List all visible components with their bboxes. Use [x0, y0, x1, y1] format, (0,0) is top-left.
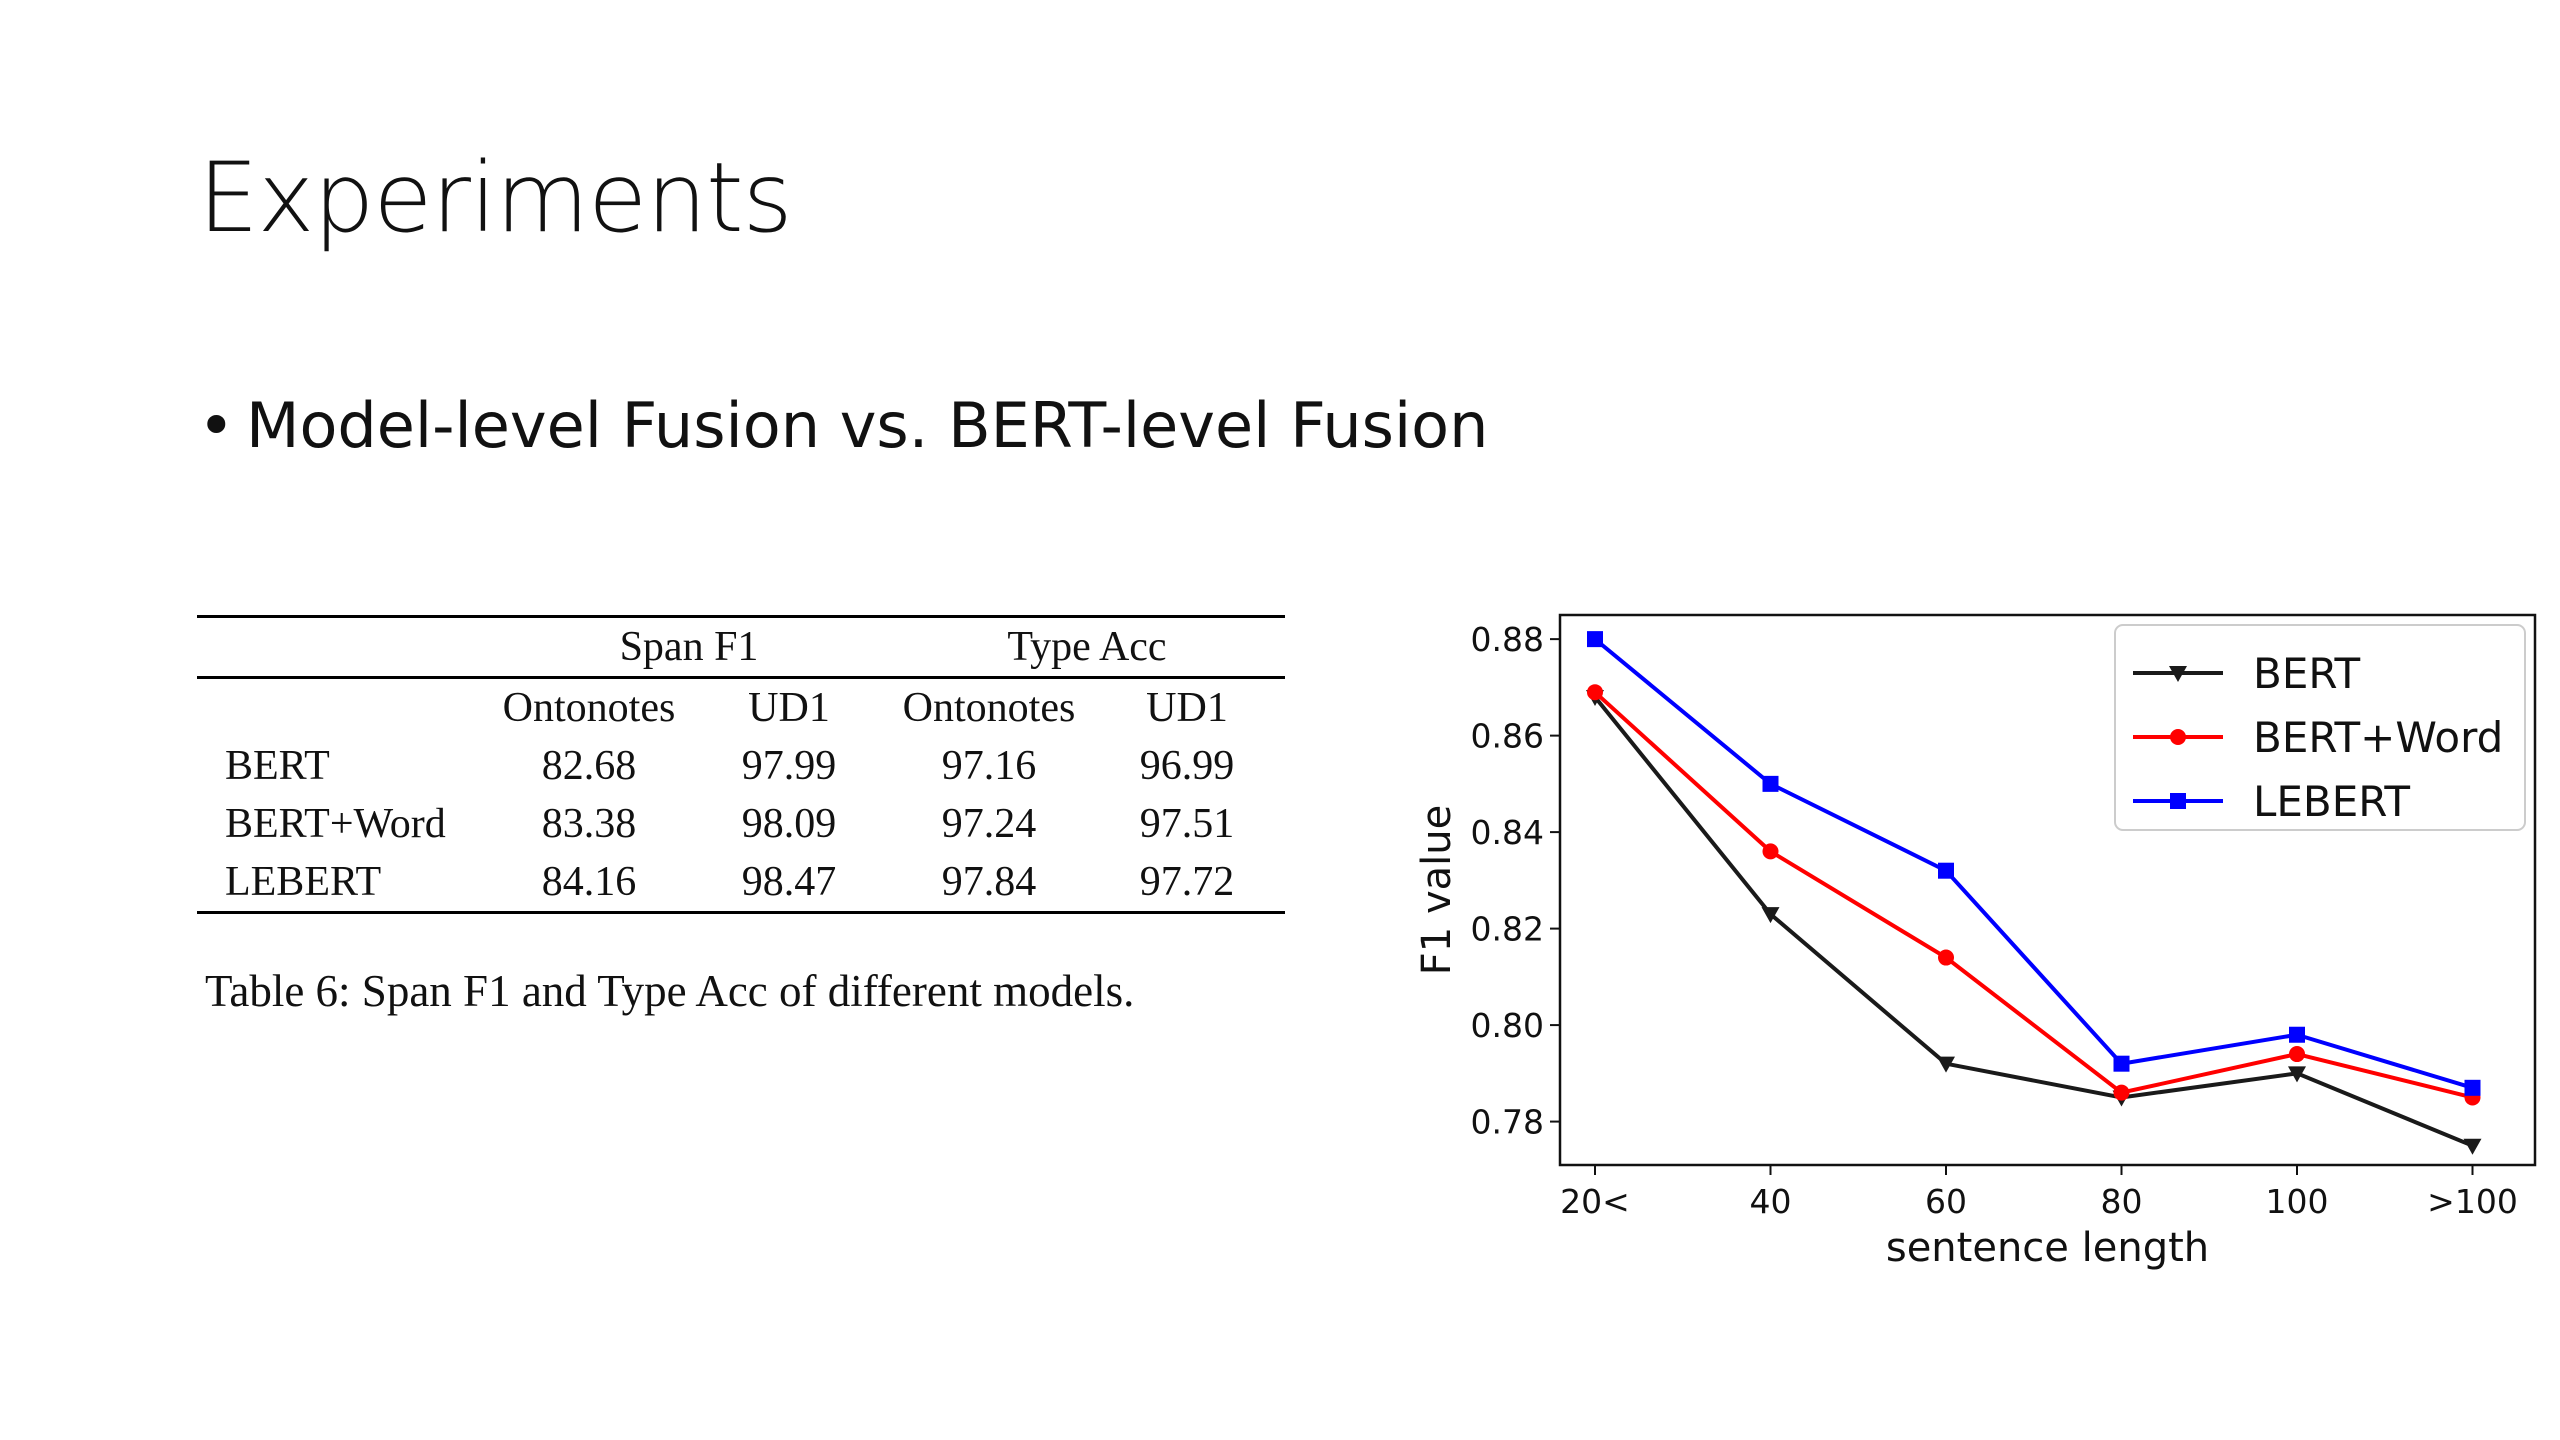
- table-cell: 97.99: [741, 743, 837, 789]
- legend-label-bert: BERT: [2253, 649, 2360, 698]
- table-row-label: BERT+Word: [225, 801, 446, 847]
- table-row: BERT 82.68 97.99 97.16 96.99: [197, 737, 1285, 795]
- table-cell: 98.47: [689, 853, 889, 914]
- y-tick-label: 0.80: [1471, 1006, 1544, 1045]
- data-point-bert-word: [2289, 1046, 2305, 1063]
- table-cell: 82.68: [541, 743, 637, 789]
- bullet-point: • Model-level Fusion vs. BERT-level Fusi…: [198, 395, 1488, 457]
- slide-title: Experiments: [198, 142, 793, 254]
- x-tick-label: 40: [1750, 1182, 1792, 1221]
- data-point-bert: [2463, 1138, 2482, 1155]
- x-tick-label: >100: [2427, 1182, 2518, 1221]
- y-tick-label: 0.84: [1471, 813, 1544, 852]
- data-point-bert: [1761, 907, 1780, 924]
- table-row-label: BERT: [225, 743, 330, 789]
- data-point-lebert: [1587, 631, 1603, 648]
- table-cell: 97.84: [889, 853, 1089, 914]
- table-row: LEBERT 84.16 98.47 97.84 97.72: [197, 853, 1285, 914]
- table-corner-cell: [197, 615, 489, 679]
- x-axis-title: sentence length: [1886, 1225, 2209, 1271]
- data-point-lebert: [2464, 1079, 2481, 1096]
- data-point-lebert: [1938, 862, 1954, 879]
- results-table: Span F1 Type Acc Ontonotes UD1 Ontonotes…: [197, 615, 1285, 914]
- legend-marker-lebert: [2170, 793, 2186, 809]
- y-tick-label: 0.86: [1471, 717, 1544, 756]
- table-cell: 97.51: [1139, 801, 1235, 847]
- data-point-bert-word: [1938, 949, 1954, 966]
- series-line-lebert: [1593, 637, 2474, 1090]
- x-tick-label: 100: [2266, 1182, 2329, 1221]
- data-point-lebert: [2113, 1055, 2130, 1072]
- series-line-bert-word: [1593, 690, 2473, 1100]
- data-point-bert-word: [2113, 1084, 2130, 1101]
- legend-label-lebert: LEBERT: [2253, 777, 2410, 826]
- table-subheader-row: Ontonotes UD1 Ontonotes UD1: [197, 678, 1285, 738]
- data-point-bert: [1937, 1056, 1955, 1073]
- bullet-dot-icon: •: [198, 389, 235, 462]
- table-caption: Table 6: Span F1 and Type Acc of differe…: [205, 966, 1135, 1016]
- table-group-header: Type Acc: [889, 615, 1285, 679]
- table-subheader: UD1: [1146, 685, 1228, 731]
- x-tick-label: 80: [2101, 1182, 2143, 1221]
- table-row-label: LEBERT: [197, 853, 489, 914]
- results-table-container: Span F1 Type Acc Ontonotes UD1 Ontonotes…: [197, 615, 1285, 914]
- legend-label-bert-word: BERT+Word: [2253, 713, 2503, 762]
- table-row: BERT+Word 83.38 98.09 97.24 97.51: [197, 795, 1285, 853]
- table-subheader: UD1: [748, 685, 830, 731]
- data-point-bert-word: [1762, 843, 1779, 860]
- table-corner-cell: [197, 678, 489, 738]
- y-tick-label: 0.82: [1471, 910, 1544, 949]
- x-tick-label: 20<: [1560, 1182, 1630, 1221]
- table-subheader: Ontonotes: [502, 685, 676, 731]
- x-tick-label: 60: [1925, 1182, 1967, 1221]
- y-axis-title: F1 value: [1414, 805, 1460, 975]
- line-chart: 0.78 0.80 0.82 0.84 0.86 0.88 20< 40 60 80 100 >100…: [1414, 613, 2537, 1271]
- table-cell: 97.16: [941, 743, 1037, 789]
- bullet-text: Model-level Fusion vs. BERT-level Fusion: [246, 389, 1489, 462]
- data-point-lebert: [1762, 775, 1779, 792]
- table-group-header-row: Span F1 Type Acc: [197, 615, 1285, 679]
- legend-marker-bert-word: [2170, 729, 2186, 745]
- table-cell: 84.16: [489, 853, 689, 914]
- data-point-lebert: [2289, 1026, 2305, 1043]
- table-cell: 97.72: [1089, 853, 1285, 914]
- data-point-bert-word: [1587, 684, 1603, 701]
- table-cell: 97.24: [941, 801, 1037, 847]
- y-tick-label: 0.88: [1471, 620, 1544, 659]
- table-cell: 83.38: [541, 801, 637, 847]
- legend-box: [2114, 624, 2526, 831]
- table-cell: 98.09: [741, 801, 837, 847]
- table-cell: 96.99: [1139, 743, 1235, 789]
- series-line-bert: [1593, 695, 2474, 1148]
- table-subheader: Ontonotes: [902, 685, 1076, 731]
- data-point-bert: [2288, 1066, 2306, 1083]
- table-group-header: Span F1: [489, 615, 889, 679]
- y-tick-label: 0.78: [1471, 1103, 1544, 1142]
- legend-marker-bert: [2169, 666, 2187, 682]
